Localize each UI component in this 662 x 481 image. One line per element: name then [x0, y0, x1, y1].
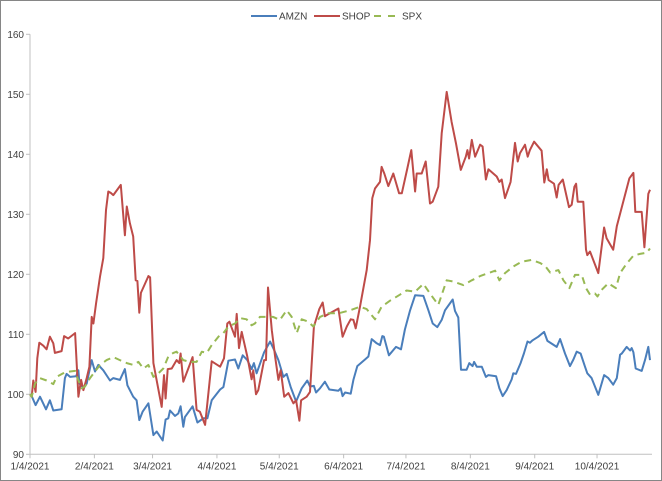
x-tick-label: 1/4/2021: [11, 461, 50, 472]
legend-item-spx: SPX: [374, 12, 422, 23]
x-tick-label: 4/4/2021: [197, 461, 236, 472]
y-tick-label: 150: [7, 90, 24, 101]
x-tick-label: 10/4/2021: [575, 461, 620, 472]
x-tick-label: 2/4/2021: [75, 461, 114, 472]
y-tick-label: 110: [8, 330, 24, 341]
legend-label: SPX: [402, 12, 422, 23]
y-tick-label: 100: [7, 390, 24, 401]
legend-item-shop: SHOP: [314, 12, 371, 23]
x-tick-label: 5/4/2021: [260, 461, 299, 472]
legend-label: SHOP: [342, 12, 371, 23]
axes: 90 100 110 120 130 140 150 160 1/4/2021 2/4/2021 3…: [7, 30, 652, 472]
x-tick-label: 7/4/2021: [386, 461, 425, 472]
x-tick-label: 6/4/2021: [324, 461, 363, 472]
y-tick-label: 120: [7, 270, 24, 281]
series-layer: [29, 90, 651, 442]
y-tick-label: 160: [7, 30, 24, 41]
legend-item-amzn: AMZN: [251, 12, 307, 23]
series-line-shop: [29, 90, 651, 426]
legend-label: AMZN: [279, 12, 307, 23]
series-line-spx: [29, 247, 651, 398]
y-tick-label: 140: [7, 150, 24, 161]
x-tick-label: 9/4/2021: [515, 461, 554, 472]
y-tick-label: 130: [7, 210, 24, 221]
y-tick-label: 90: [13, 450, 25, 461]
series-line-amzn: [29, 294, 651, 442]
legend: AMZN SHOP SPX: [251, 12, 422, 23]
x-tick-label: 8/4/2021: [451, 461, 490, 472]
x-tick-label: 3/4/2021: [133, 461, 172, 472]
